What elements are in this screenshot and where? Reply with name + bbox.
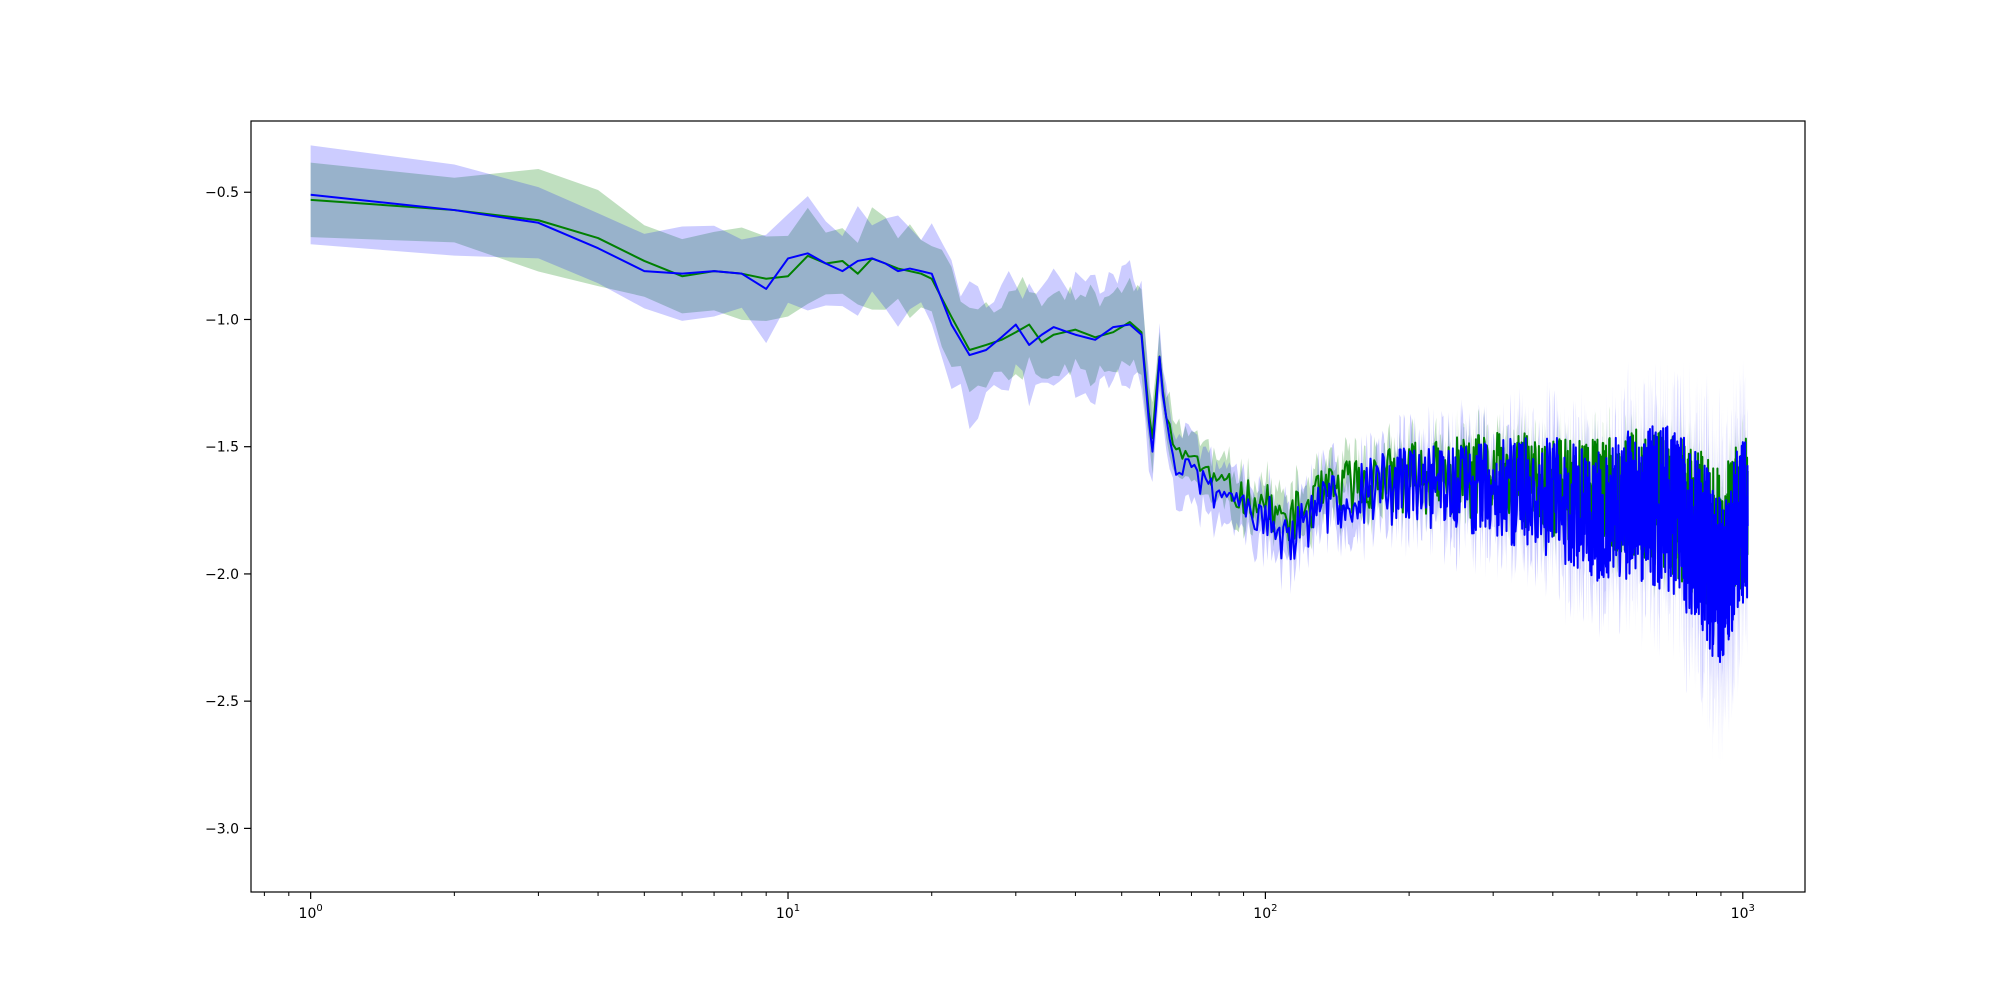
y-tick-label: −2.0 bbox=[205, 567, 239, 583]
y-tick-label: −2.5 bbox=[205, 694, 239, 710]
y-tick-label: −0.5 bbox=[205, 185, 239, 201]
y-tick-label: −1.0 bbox=[205, 312, 239, 328]
series-lines bbox=[310, 193, 1749, 664]
y-tick-label: −3.0 bbox=[205, 821, 239, 837]
confidence-bands bbox=[310, 145, 1748, 768]
y-axis: −0.5 −1.0 −1.5 −2.0 −2.5 −3.0 bbox=[205, 185, 251, 837]
y-tick-label: −1.5 bbox=[205, 440, 239, 456]
plot-area-frame bbox=[250, 120, 1806, 893]
line-series-2 bbox=[310, 193, 1749, 664]
band-series-1 bbox=[310, 162, 1748, 655]
band-series-2 bbox=[310, 145, 1748, 768]
